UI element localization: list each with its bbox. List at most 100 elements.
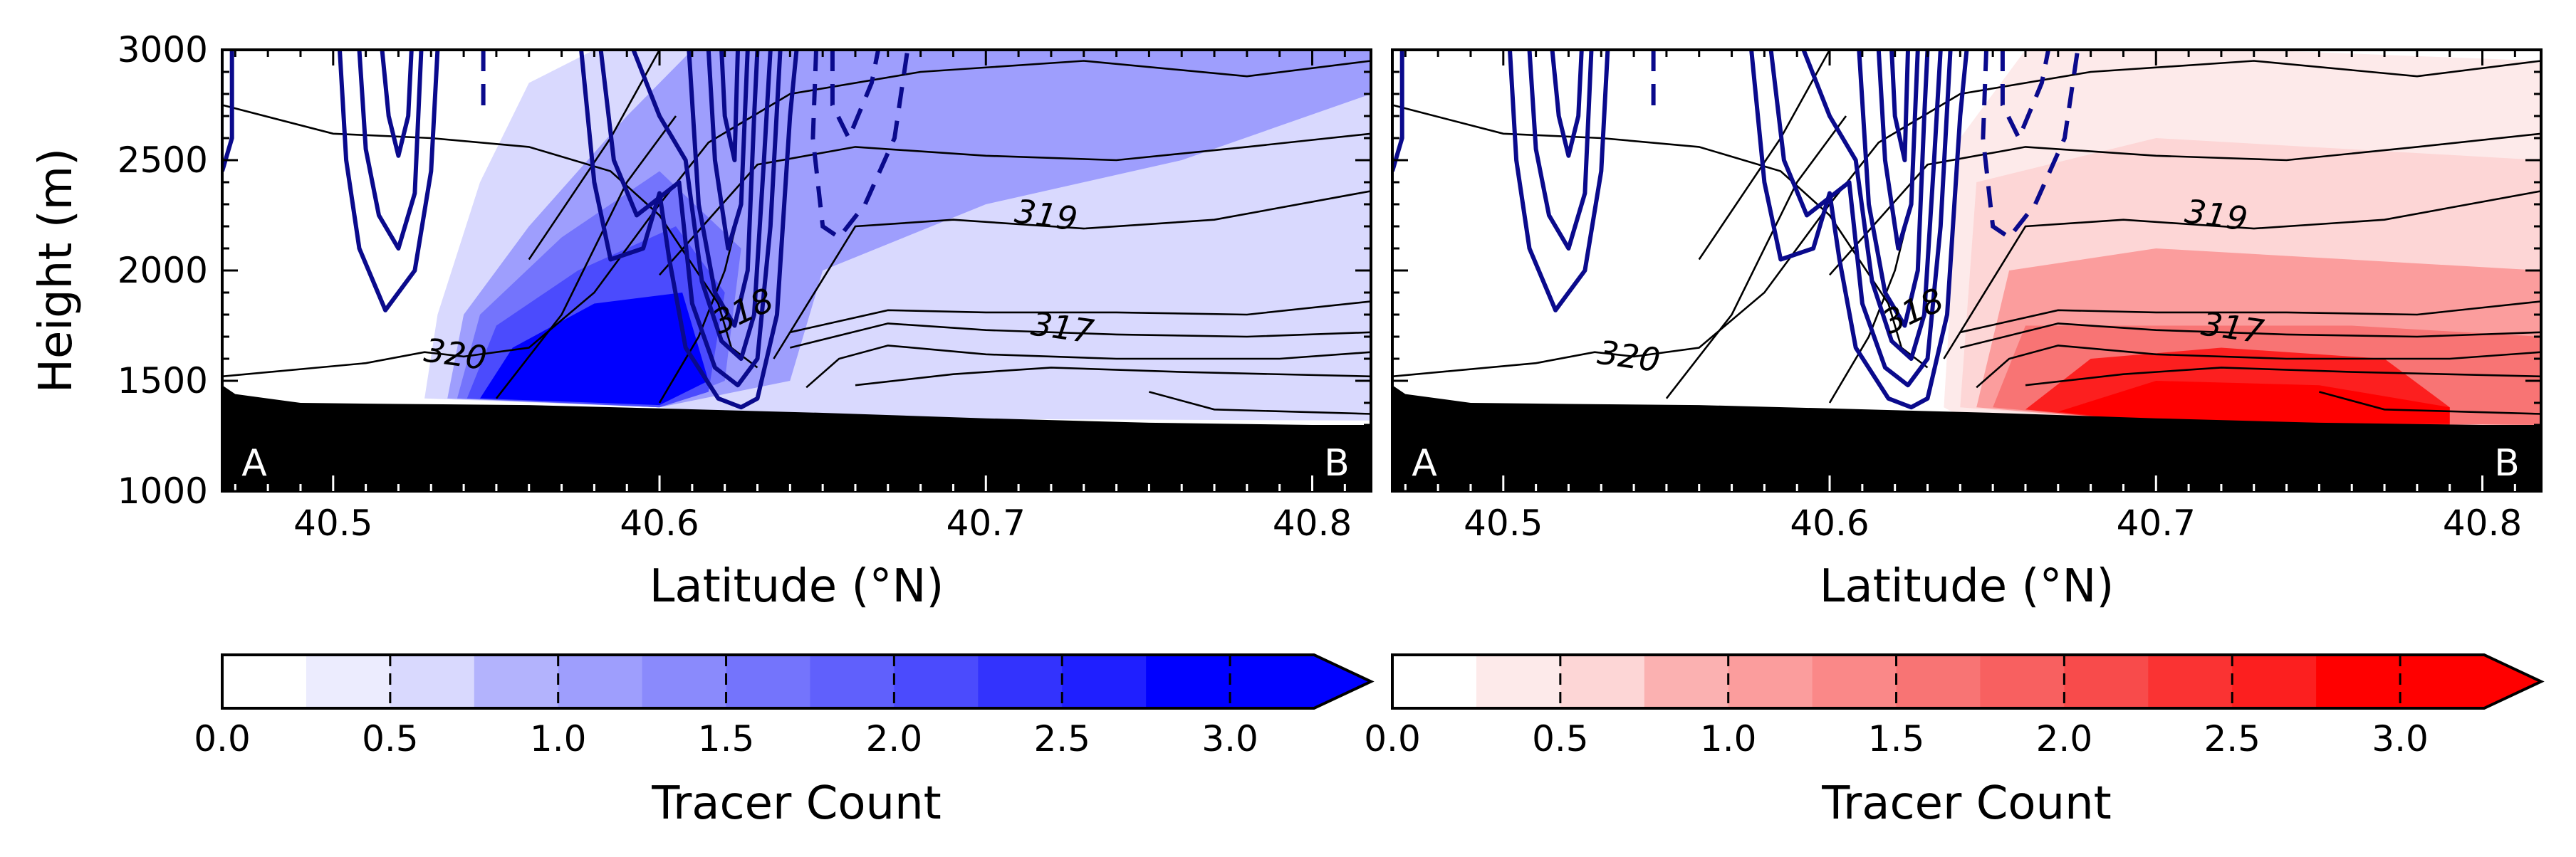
colorbar-tick-label: 1.5 [1868,718,1925,759]
wind-contour [1801,50,1943,361]
y-tick-label: 1000 [118,470,208,512]
theta-contour [2319,391,2541,415]
theta-contour [790,300,1371,334]
wind-contour [1527,50,1594,251]
colorbar-tick-label: 3.0 [1201,718,1258,759]
colorbar-label: Tracer Count [651,777,942,830]
theta-contour [789,322,1371,349]
theta-contour [1943,190,2541,359]
x-tick-label: 40.6 [1790,503,1869,544]
tracer-region [480,293,709,406]
colorbar-segment [2064,655,2149,708]
colorbar-tick-label: 1.0 [1700,718,1757,759]
contour-label: 319 [1013,191,1080,238]
contour-label: 317 [2199,304,2266,351]
colorbar-tick-label: 1.0 [530,718,587,759]
colorbar-tick-label: 0.0 [1364,718,1421,759]
colorbar-extend-arrow [1230,655,1371,708]
colorbar-segment [894,655,979,708]
theta-contour [1665,115,1847,399]
wind-contour [1857,50,1930,328]
colorbar-segment [1062,655,1147,708]
terrain [222,385,1371,491]
colorbar-segment [222,655,307,708]
colorbar-tick-label: 2.5 [1033,718,1090,759]
theta-contour [2025,367,2541,387]
section-end-label: B [1324,442,1350,485]
x-axis-label: Latitude (°N) [650,560,944,613]
colorbar-segment [2232,655,2317,708]
colorbar-segment [978,655,1063,708]
colorbar-segment [1392,655,1477,708]
x-tick-label: 40.5 [1464,503,1543,544]
colorbar-tick-label: 2.0 [866,718,923,759]
theta-contour [1829,132,2541,276]
colorbar-segment [810,655,895,708]
colorbar-right: 0.0 0.5 1.0 1.5 2.0 2.5 3.0 Tracer Count [1364,653,2545,830]
colorbar-outline [1391,653,2545,710]
wind-contour [631,50,773,361]
wind-contour [719,50,740,162]
wind-contour-dashed [1981,50,2080,241]
wind-contour [1550,50,1584,158]
x-axis-label: Latitude (°N) [1820,560,2114,613]
colorbar-tick-label: 3.0 [2372,718,2429,759]
colorbar-extend-arrow [2400,655,2541,708]
colorbar-segment [1728,655,1813,708]
wind-contour [357,50,424,251]
wind-contour [598,50,783,388]
wind-contour-dashed [810,50,910,241]
colorbar-segment [1812,655,1897,708]
y-axis-label: Height (m) [30,148,83,393]
theta-contour [773,190,1371,359]
colorbar-segment [1560,655,1645,708]
theta-contour [1976,345,2541,389]
contour-label: 319 [2183,191,2250,238]
x-tick-label: 40.8 [1273,503,1352,544]
colorbar-outline [221,653,1375,710]
terrain [1392,385,2541,491]
wind-contour-dashed [830,50,881,144]
contour-label: 317 [1029,304,1096,351]
wind-contour [687,50,760,328]
colorbar-tick-label: 0.5 [362,718,419,759]
theta-contour [1149,391,1371,415]
theta-contour [855,367,1371,387]
y-tick-label: 2000 [118,250,208,291]
colorbar-segment [390,655,475,708]
colorbar-tick-label: 0.0 [194,718,251,759]
wind-contour [380,50,414,158]
wind-contour [579,50,799,410]
wind-contour [1749,50,1969,410]
section-start-label: A [1412,442,1437,485]
x-tick-label: 40.5 [293,503,372,544]
wind-contour [1876,50,1920,251]
colorbar-left: 0.0 0.5 1.0 1.5 2.0 2.5 3.0 Tracer Count [194,653,1375,830]
wind-contour [1768,50,1953,388]
colorbar-label: Tracer Count [1821,777,2112,830]
colorbar-segment [306,655,391,708]
section-end-label: B [2494,442,2520,485]
x-tick-label: 40.7 [2117,503,2196,544]
contour-label: 320 [1595,333,1662,380]
colorbar-segment [1896,655,1981,708]
colorbar-segment [558,655,643,708]
colorbar-tick-label: 2.5 [2204,718,2260,759]
theta-contour [1959,322,2541,349]
colorbar-segment [726,655,811,708]
wind-contour [1508,50,1610,312]
theta-contour [1960,300,2541,334]
colorbar-segment [2316,655,2401,708]
section-start-label: A [241,442,267,485]
colorbar-segment [2148,655,2233,708]
wind-contour [706,50,750,251]
theta-contour [659,132,1371,276]
colorbar-segment [474,655,559,708]
y-tick-label: 3000 [118,29,208,70]
wind-contour [1889,50,1910,162]
theta-contour [805,345,1371,389]
